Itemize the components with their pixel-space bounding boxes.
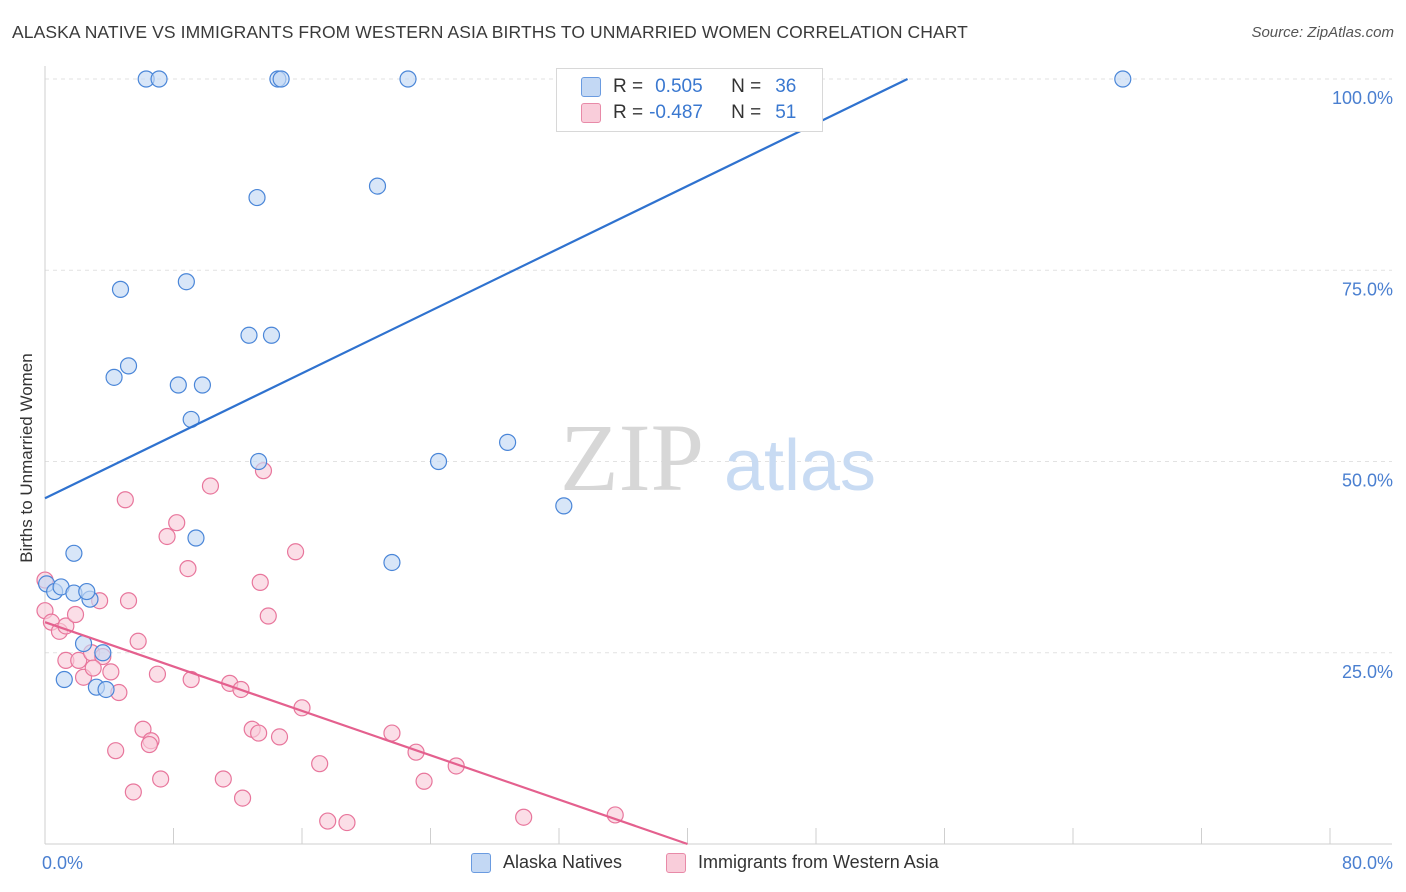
legend-item-alaska-natives: Alaska Natives xyxy=(471,852,622,873)
y-tick-label: 50.0% xyxy=(1342,471,1393,491)
legend-swatch-pink xyxy=(581,103,601,123)
legend-r-value: -0.487 xyxy=(649,102,703,123)
legend-label-alaska-natives: Alaska Natives xyxy=(503,852,623,872)
data-point-alaska-natives xyxy=(105,368,123,386)
legend-row-alaska-natives: R = 0.505 N = 36 xyxy=(581,74,796,100)
data-point-alaska-natives xyxy=(262,326,281,344)
legend-swatch-blue xyxy=(581,77,601,97)
axes xyxy=(44,66,1392,845)
data-point-western-asia xyxy=(250,724,268,742)
gridlines xyxy=(45,78,1392,654)
data-point-alaska-natives xyxy=(119,357,138,375)
data-point-western-asia xyxy=(415,772,433,790)
data-point-western-asia xyxy=(233,789,252,807)
data-point-western-asia xyxy=(606,806,624,824)
trend-lines xyxy=(44,78,909,846)
data-point-alaska-natives xyxy=(111,280,130,298)
tick-labels: 25.0% 50.0% 75.0% 100.0% 0.0% 80.0% xyxy=(42,88,1393,873)
legend-swatch-pink xyxy=(666,852,686,873)
data-point-western-asia xyxy=(119,592,138,610)
legend-r-label: R = xyxy=(613,102,644,123)
data-point-alaska-natives xyxy=(169,376,187,394)
data-point-western-asia xyxy=(338,813,356,832)
data-point-western-asia xyxy=(84,659,102,677)
data-point-western-asia xyxy=(148,665,167,683)
trend-line-western-asia xyxy=(44,621,688,846)
data-point-western-asia xyxy=(311,755,329,773)
data-point-western-asia xyxy=(319,812,337,830)
data-point-western-asia xyxy=(214,770,232,788)
data-point-western-asia xyxy=(116,491,134,509)
data-point-western-asia xyxy=(102,663,120,681)
data-point-alaska-natives xyxy=(78,582,96,601)
data-point-western-asia xyxy=(152,770,170,788)
watermark-zip: ZIP xyxy=(560,404,704,511)
data-point-western-asia xyxy=(251,573,269,591)
legend-swatch-blue xyxy=(471,852,491,873)
watermark: ZIP atlas xyxy=(560,404,876,511)
data-point-western-asia xyxy=(179,559,197,578)
y-tick-label: 75.0% xyxy=(1342,279,1393,299)
legend-item-western-asia: Immigrants from Western Asia xyxy=(666,852,939,873)
source-credit: Source: ZipAtlas.com xyxy=(1251,24,1394,41)
data-point-alaska-natives xyxy=(429,452,448,471)
y-axis-label: Births to Unmarried Women xyxy=(17,353,36,562)
legend-n-value: 51 xyxy=(775,102,797,123)
data-point-alaska-natives xyxy=(177,273,195,291)
legend-label-western-asia: Immigrants from Western Asia xyxy=(698,852,939,872)
data-point-western-asia xyxy=(515,808,533,826)
legend-r-label: R = xyxy=(613,76,644,97)
data-point-alaska-natives xyxy=(383,553,401,572)
legend-row-western-asia: R = -0.487 N = 51 xyxy=(581,100,796,126)
data-point-western-asia xyxy=(259,607,277,625)
correlation-legend: R = 0.505 N = 36 R = -0.487 N = 51 xyxy=(556,68,823,132)
data-point-western-asia xyxy=(129,632,147,650)
watermark-atlas: atlas xyxy=(724,426,876,506)
legend-n-label: N = xyxy=(731,76,762,97)
data-point-alaska-natives xyxy=(555,497,573,515)
x-tick-label: 80.0% xyxy=(1342,853,1393,873)
data-point-western-asia xyxy=(158,527,176,546)
legend-n-label: N = xyxy=(731,102,762,123)
data-point-alaska-natives xyxy=(1114,70,1132,88)
data-point-alaska-natives xyxy=(248,188,266,207)
data-point-alaska-natives xyxy=(499,433,517,451)
legend-r-value: 0.505 xyxy=(655,76,703,97)
data-point-alaska-natives xyxy=(240,326,258,344)
data-point-alaska-natives xyxy=(55,670,73,689)
data-point-western-asia xyxy=(270,728,289,746)
data-point-western-asia xyxy=(66,605,85,624)
data-point-western-asia xyxy=(70,651,88,670)
series-alaska-natives xyxy=(38,70,1132,699)
legend-n-value: 36 xyxy=(775,76,797,97)
data-point-alaska-natives xyxy=(399,70,417,88)
data-point-alaska-natives xyxy=(368,177,387,195)
series-immigrants-western-asia xyxy=(36,462,624,832)
data-point-alaska-natives xyxy=(97,680,115,699)
series-legend: Alaska Natives Immigrants from Western A… xyxy=(0,852,1406,878)
data-point-western-asia xyxy=(124,783,142,801)
data-point-western-asia xyxy=(168,514,186,532)
data-point-alaska-natives xyxy=(193,376,212,394)
y-tick-label: 25.0% xyxy=(1342,662,1393,682)
data-point-alaska-natives xyxy=(187,529,205,547)
data-point-western-asia xyxy=(140,735,159,754)
data-point-alaska-natives xyxy=(150,70,168,88)
data-point-western-asia xyxy=(383,724,401,742)
data-point-alaska-natives xyxy=(250,452,268,471)
data-point-western-asia xyxy=(286,543,305,561)
y-tick-label: 100.0% xyxy=(1332,88,1393,108)
data-point-alaska-natives xyxy=(65,544,83,562)
data-point-alaska-natives xyxy=(272,70,290,88)
trend-line-alaska-natives xyxy=(44,78,909,500)
data-point-alaska-natives xyxy=(94,644,112,662)
data-point-western-asia xyxy=(107,742,125,760)
chart-title: ALASKA NATIVE VS IMMIGRANTS FROM WESTERN… xyxy=(12,22,968,42)
data-point-western-asia xyxy=(201,477,220,495)
x-tick-label: 0.0% xyxy=(42,853,83,873)
